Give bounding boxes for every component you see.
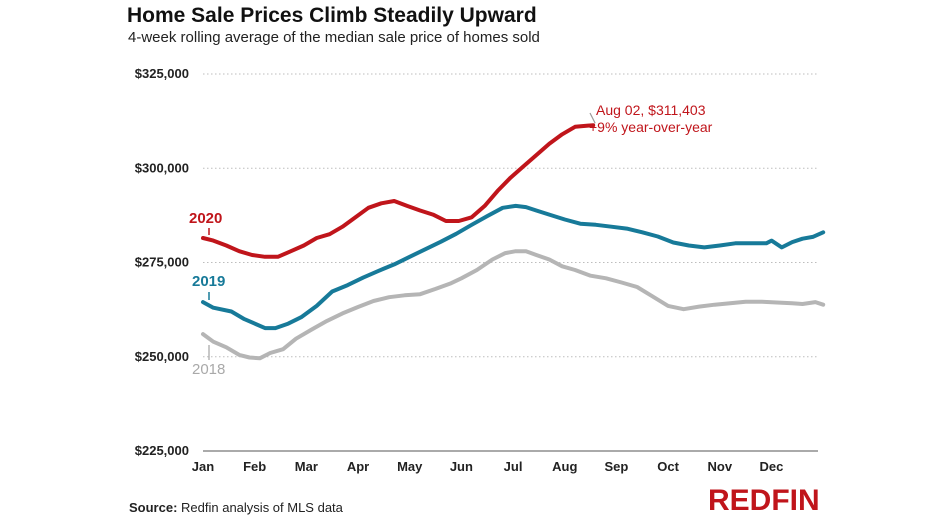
x-tick-label: Apr [347,459,369,474]
annotation-line-1: Aug 02, $311,403 [596,102,706,118]
x-tick-label: Jun [450,459,473,474]
x-tick-label: Oct [657,459,679,474]
x-tick-label: Feb [243,459,266,474]
x-tick-label: Jan [192,459,214,474]
source-note: Source: Redfin analysis of MLS data [129,500,343,515]
series-line-2020 [201,123,596,259]
source-text: Redfin analysis of MLS data [181,500,343,515]
annotation-line-2: +9% year-over-year [589,119,713,135]
x-tick-label: Mar [295,459,318,474]
redfin-logo: REDFIN [708,484,820,517]
chart-subtitle: 4-week rolling average of the median sal… [128,29,540,46]
source-label: Source: [129,500,178,515]
y-tick-label: $300,000 [135,160,189,175]
series-label-2019: 2019 [192,273,225,290]
x-tick-label: Nov [708,459,733,474]
x-tick-label: Jul [504,459,523,474]
x-tick-label: Aug [552,459,577,474]
series-label-2018: 2018 [192,361,225,378]
y-tick-label: $325,000 [135,66,189,81]
x-tick-label: Sep [605,459,629,474]
chart-title: Home Sale Prices Climb Steadily Upward [127,4,537,27]
y-tick-label: $250,000 [135,349,189,364]
series-lines [201,123,826,361]
x-tick-label: Dec [760,459,784,474]
y-tick-label: $225,000 [135,443,189,458]
annotation: Aug 02, $311,403 +9% year-over-year [589,102,713,135]
series-line-2018 [201,249,826,361]
series-line-2019 [201,203,826,331]
y-axis: $225,000 $250,000 $275,000 $300,000 $325,000 [135,66,189,458]
annotation-leader [589,112,596,124]
x-axis: Jan Feb Mar Apr May Jun Jul Aug Sep Oct Nov Dec [192,459,784,474]
y-tick-label: $275,000 [135,255,189,270]
series-label-2020: 2020 [189,210,222,227]
series-labels: 2020 2019 2018 [189,210,225,378]
grid-lines [203,73,818,452]
x-tick-label: May [397,459,423,474]
